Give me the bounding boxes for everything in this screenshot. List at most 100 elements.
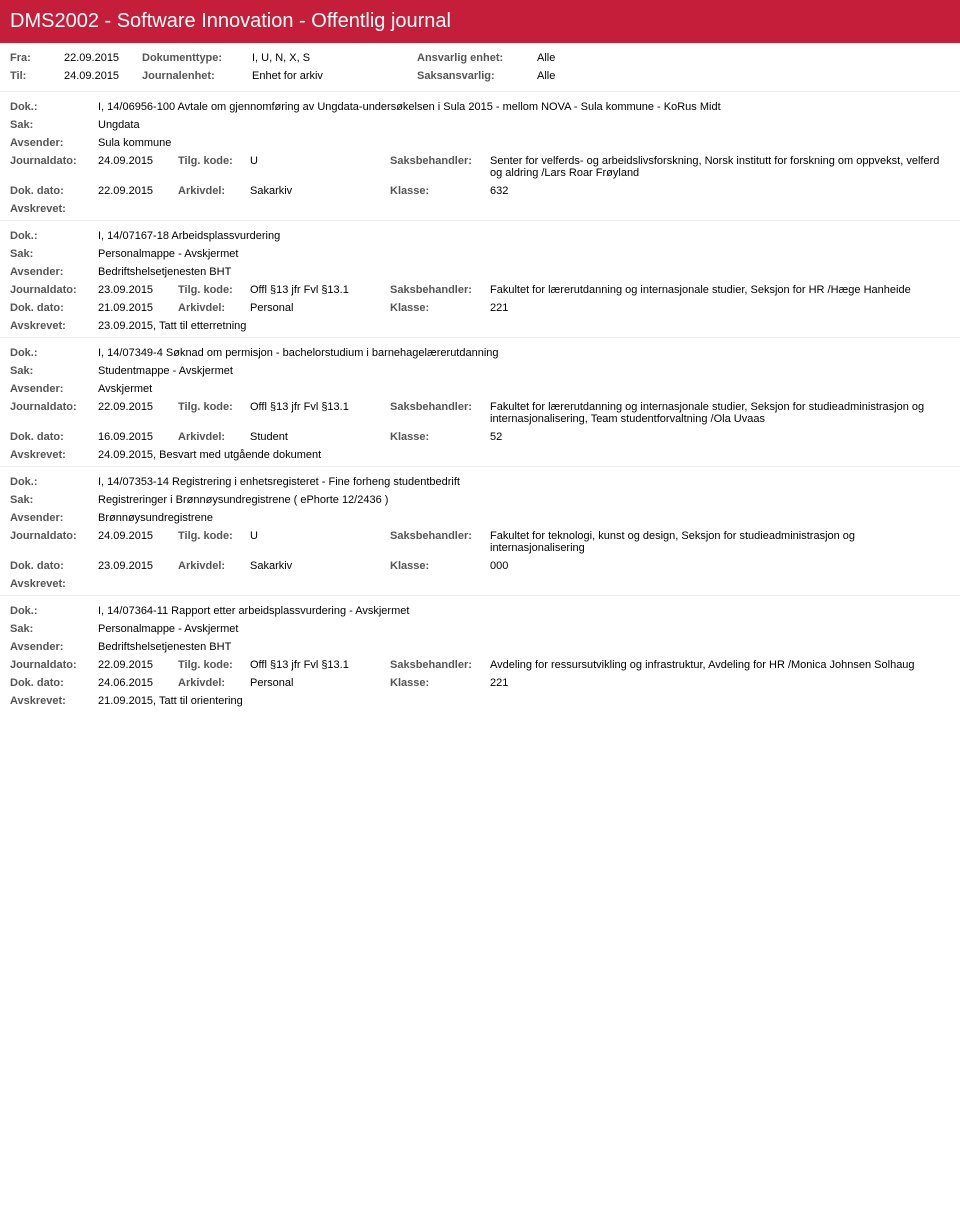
journaldato-label: Journaldato: <box>10 401 98 413</box>
arkivdel-value: Student <box>250 431 390 443</box>
page-title: DMS2002 - Software Innovation - Offentli… <box>0 0 960 43</box>
ansvarlig-label: Ansvarlig enhet: <box>417 52 537 64</box>
avskrevet-value <box>98 578 950 590</box>
journaldato-row: Journaldato: 22.09.2015 Tilg. kode: Offl… <box>10 656 950 674</box>
journaldato-row: Journaldato: 22.09.2015 Tilg. kode: Offl… <box>10 398 950 428</box>
dok-row: Dok.: I, 14/06956-100 Avtale om gjennomf… <box>10 98 950 116</box>
dokdato-label: Dok. dato: <box>10 677 98 689</box>
avsender-label: Avsender: <box>10 266 98 278</box>
sak-value: Ungdata <box>98 119 950 131</box>
dokdato-row: Dok. dato: 22.09.2015 Arkivdel: Sakarkiv… <box>10 182 950 200</box>
avskrevet-value <box>98 203 950 215</box>
saksbehandler-label: Saksbehandler: <box>390 401 490 413</box>
avskrevet-row: Avskrevet: 21.09.2015, Tatt til orienter… <box>10 692 950 710</box>
sak-label: Sak: <box>10 494 98 506</box>
sak-row: Sak: Personalmappe - Avskjermet <box>10 245 950 263</box>
klasse-value: 52 <box>490 431 950 443</box>
avskrevet-value: 21.09.2015, Tatt til orientering <box>98 695 950 707</box>
saksbehandler-label: Saksbehandler: <box>390 155 490 167</box>
arkivdel-label: Arkivdel: <box>178 185 250 197</box>
tilgkode-label: Tilg. kode: <box>178 659 250 671</box>
klasse-value: 221 <box>490 677 950 689</box>
avskrevet-label: Avskrevet: <box>10 203 98 215</box>
sak-label: Sak: <box>10 248 98 260</box>
avsender-value: Sula kommune <box>98 137 950 149</box>
doktype-value: I, U, N, X, S <box>252 52 417 64</box>
tilgkode-value: U <box>250 155 390 167</box>
journaldato-row: Journaldato: 23.09.2015 Tilg. kode: Offl… <box>10 281 950 299</box>
tilgkode-label: Tilg. kode: <box>178 155 250 167</box>
tilgkode-label: Tilg. kode: <box>178 530 250 542</box>
klasse-label: Klasse: <box>390 185 490 197</box>
journaldato-value: 23.09.2015 <box>98 284 178 296</box>
dokdato-label: Dok. dato: <box>10 431 98 443</box>
journaldato-row: Journaldato: 24.09.2015 Tilg. kode: U Sa… <box>10 527 950 557</box>
avsender-label: Avsender: <box>10 512 98 524</box>
avskrevet-label: Avskrevet: <box>10 449 98 461</box>
sak-value: Studentmappe - Avskjermet <box>98 365 950 377</box>
tilgkode-value: Offl §13 jfr Fvl §13.1 <box>250 401 390 413</box>
til-value: 24.09.2015 <box>64 70 142 82</box>
avsender-label: Avsender: <box>10 137 98 149</box>
avskrevet-row: Avskrevet: 23.09.2015, Tatt til etterret… <box>10 317 950 335</box>
journalenhet-label: Journalenhet: <box>142 70 252 82</box>
avskrevet-label: Avskrevet: <box>10 578 98 590</box>
sak-row: Sak: Studentmappe - Avskjermet <box>10 362 950 380</box>
dok-value: I, 14/07349-4 Søknad om permisjon - bach… <box>98 347 858 359</box>
saksansvarlig-label: Saksansvarlig: <box>417 70 537 82</box>
journal-entry: Dok.: I, 14/06956-100 Avtale om gjennomf… <box>0 92 960 221</box>
sak-value: Personalmappe - Avskjermet <box>98 623 950 635</box>
klasse-label: Klasse: <box>390 677 490 689</box>
dokdato-label: Dok. dato: <box>10 560 98 572</box>
saksbehandler-label: Saksbehandler: <box>390 284 490 296</box>
arkivdel-label: Arkivdel: <box>178 302 250 314</box>
avsender-value: Bedriftshelsetjenesten BHT <box>98 641 950 653</box>
saksbehandler-value: Fakultet for teknologi, kunst og design,… <box>490 530 950 554</box>
journal-entry: Dok.: I, 14/07364-11 Rapport etter arbei… <box>0 596 960 712</box>
journal-entry: Dok.: I, 14/07353-14 Registrering i enhe… <box>0 467 960 596</box>
doktype-label: Dokumenttype: <box>142 52 252 64</box>
avsender-value: Bedriftshelsetjenesten BHT <box>98 266 950 278</box>
avsender-row: Avsender: Brønnøysundregistrene <box>10 509 950 527</box>
klasse-value: 632 <box>490 185 950 197</box>
sak-label: Sak: <box>10 623 98 635</box>
fra-value: 22.09.2015 <box>64 52 142 64</box>
arkivdel-value: Sakarkiv <box>250 185 390 197</box>
saksbehandler-label: Saksbehandler: <box>390 530 490 542</box>
dokdato-label: Dok. dato: <box>10 302 98 314</box>
arkivdel-value: Personal <box>250 302 390 314</box>
dok-row: Dok.: I, 14/07349-4 Søknad om permisjon … <box>10 344 950 362</box>
avsender-row: Avsender: Bedriftshelsetjenesten BHT <box>10 638 950 656</box>
dokdato-row: Dok. dato: 16.09.2015 Arkivdel: Student … <box>10 428 950 446</box>
meta-row-fra: Fra: 22.09.2015 Dokumenttype: I, U, N, X… <box>10 49 950 67</box>
avsender-row: Avsender: Avskjermet <box>10 380 950 398</box>
dok-row: Dok.: I, 14/07167-18 Arbeidsplassvurderi… <box>10 227 950 245</box>
avsender-value: Brønnøysundregistrene <box>98 512 950 524</box>
dok-row: Dok.: I, 14/07353-14 Registrering i enhe… <box>10 473 950 491</box>
journaldato-row: Journaldato: 24.09.2015 Tilg. kode: U Sa… <box>10 152 950 182</box>
klasse-label: Klasse: <box>390 302 490 314</box>
avskrevet-label: Avskrevet: <box>10 320 98 332</box>
journal-entry: Dok.: I, 14/07349-4 Søknad om permisjon … <box>0 338 960 467</box>
avsender-value: Avskjermet <box>98 383 950 395</box>
dokdato-value: 23.09.2015 <box>98 560 178 572</box>
sak-row: Sak: Registreringer i Brønnøysundregistr… <box>10 491 950 509</box>
avskrevet-value: 23.09.2015, Tatt til etterretning <box>98 320 950 332</box>
avskrevet-row: Avskrevet: 24.09.2015, Besvart med utgåe… <box>10 446 950 464</box>
dokdato-row: Dok. dato: 23.09.2015 Arkivdel: Sakarkiv… <box>10 557 950 575</box>
til-label: Til: <box>10 70 64 82</box>
avsender-row: Avsender: Bedriftshelsetjenesten BHT <box>10 263 950 281</box>
dok-label: Dok.: <box>10 476 98 488</box>
saksbehandler-value: Senter for velferds- og arbeidslivsforsk… <box>490 155 950 179</box>
dokdato-value: 22.09.2015 <box>98 185 178 197</box>
avsender-row: Avsender: Sula kommune <box>10 134 950 152</box>
fra-label: Fra: <box>10 52 64 64</box>
journaldato-label: Journaldato: <box>10 530 98 542</box>
arkivdel-value: Personal <box>250 677 390 689</box>
avsender-label: Avsender: <box>10 641 98 653</box>
arkivdel-label: Arkivdel: <box>178 677 250 689</box>
dokdato-value: 16.09.2015 <box>98 431 178 443</box>
tilgkode-value: Offl §13 jfr Fvl §13.1 <box>250 284 390 296</box>
journaldato-label: Journaldato: <box>10 155 98 167</box>
sak-label: Sak: <box>10 119 98 131</box>
